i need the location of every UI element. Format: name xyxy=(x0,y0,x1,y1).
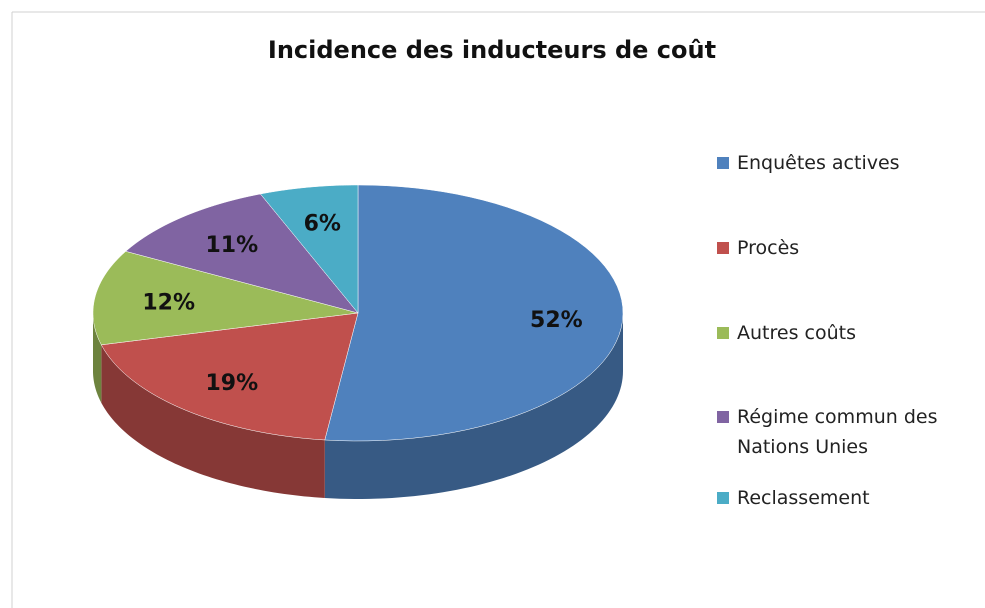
legend-swatch xyxy=(717,157,729,169)
pie-slice xyxy=(100,312,359,441)
legend-label: Régime commun des Nations Unies xyxy=(737,406,938,458)
legend-item: Reclassement xyxy=(717,483,967,513)
pie-side xyxy=(101,344,325,498)
pie-slice xyxy=(259,184,359,314)
legend-label: Reclassement xyxy=(737,487,870,509)
legend-swatch xyxy=(717,242,729,254)
pie-slice xyxy=(324,184,624,442)
data-label: 11% xyxy=(205,233,258,258)
pie-slice xyxy=(92,251,359,346)
pie-side xyxy=(93,313,102,403)
data-label: 12% xyxy=(142,290,195,315)
pie-side xyxy=(324,313,623,499)
chart-title: Incidence des inducteurs de coût xyxy=(268,36,716,64)
legend-label: Autres coûts xyxy=(737,322,856,344)
legend-swatch xyxy=(717,327,729,339)
legend-item: Procès xyxy=(717,233,967,263)
data-label: 19% xyxy=(205,371,258,396)
data-label: 6% xyxy=(304,211,341,236)
legend-item: Régime commun des Nations Unies xyxy=(717,402,967,462)
pie-slice xyxy=(125,193,359,314)
legend-swatch xyxy=(717,411,729,423)
data-label: 52% xyxy=(530,308,583,333)
legend-item: Autres coûts xyxy=(717,318,967,348)
legend-swatch xyxy=(717,492,729,504)
legend-label: Procès xyxy=(737,237,800,259)
legend-item: Enquêtes actives xyxy=(717,148,967,178)
legend-label: Enquêtes actives xyxy=(737,152,900,174)
